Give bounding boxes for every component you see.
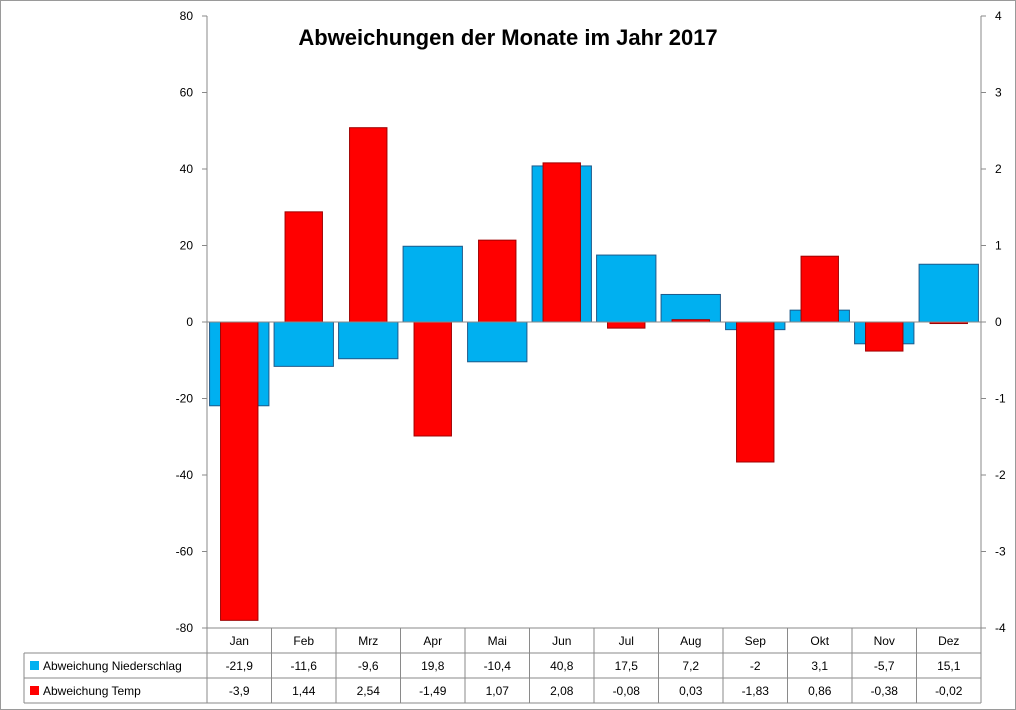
legend-label: Abweichung Temp (43, 684, 141, 698)
bar-temp (413, 321, 452, 437)
right-axis-tick-label: 1 (995, 239, 1002, 253)
data-label: -21,9 (226, 659, 254, 673)
legend-key (30, 661, 39, 670)
bar-niederschlag (273, 321, 334, 367)
bar-temp (607, 321, 646, 329)
bar-temp (542, 162, 581, 323)
legend-label: Abweichung Niederschlag (43, 659, 182, 673)
bar-niederschlag (467, 321, 528, 363)
category-label: Mai (488, 634, 507, 648)
right-axis-tick-label: 0 (995, 315, 1002, 329)
category-label: Feb (293, 634, 314, 648)
right-axis-tick-label: -2 (995, 468, 1006, 482)
left-axis-tick-label: 60 (180, 86, 194, 100)
left-axis: 80 60 40 20 0 -20 -40 -60 -80 (176, 9, 208, 635)
left-axis-tick-label: 80 (180, 9, 194, 23)
data-label: -3,9 (229, 684, 250, 698)
bar-niederschlag (918, 263, 979, 323)
right-axis-tick-label: -1 (995, 392, 1006, 406)
right-axis-tick-label: 4 (995, 9, 1002, 23)
data-label: -0,08 (613, 684, 641, 698)
bar-niederschlag (402, 245, 463, 323)
category-label: Nov (874, 634, 895, 648)
right-axis-tick-label: 2 (995, 162, 1002, 176)
data-label: 17,5 (615, 659, 639, 673)
data-label: 2,08 (550, 684, 574, 698)
bar-temp (865, 321, 904, 352)
right-axis-tick-label: 3 (995, 86, 1002, 100)
data-label: 1,07 (486, 684, 510, 698)
data-label: 15,1 (937, 659, 961, 673)
bar-temp (478, 239, 517, 323)
data-label: -2 (750, 659, 761, 673)
data-label: -10,4 (484, 659, 512, 673)
data-label: 0,03 (679, 684, 703, 698)
legend-key (30, 686, 39, 695)
data-label: -0,02 (935, 684, 963, 698)
category-label: Apr (423, 634, 442, 648)
category-label: Sep (745, 634, 767, 648)
data-label: -11,6 (291, 659, 318, 673)
data-label: 3,1 (811, 659, 828, 673)
bar-temp (736, 321, 775, 463)
data-label: 40,8 (550, 659, 574, 673)
bar-niederschlag (338, 321, 399, 360)
left-axis-tick-label: 0 (186, 315, 193, 329)
data-label: 0,86 (808, 684, 832, 698)
data-label: 2,54 (357, 684, 381, 698)
data-label: 19,8 (421, 659, 445, 673)
left-axis-tick-label: -40 (176, 468, 194, 482)
left-axis-tick-label: -20 (176, 392, 194, 406)
bar-temp (800, 255, 839, 323)
right-axis-tick-label: -4 (995, 621, 1006, 635)
data-label: 1,44 (292, 684, 316, 698)
data-label: -0,38 (871, 684, 899, 698)
category-label: Aug (680, 634, 701, 648)
bar-temp (349, 127, 388, 323)
category-label: Jan (230, 634, 249, 648)
category-label: Okt (810, 634, 829, 648)
data-label: 7,2 (682, 659, 699, 673)
bar-niederschlag (660, 293, 721, 323)
category-label: Jun (552, 634, 571, 648)
data-table: Jan Feb Mrz Apr Mai Jun Jul Aug Sep Okt Nov Dez Abwe… (23, 627, 982, 704)
data-label: -9,6 (358, 659, 379, 673)
left-axis-tick-label: -80 (176, 621, 194, 635)
right-axis-tick-label: -3 (995, 545, 1006, 559)
data-label: -1,83 (742, 684, 770, 698)
left-axis-tick-label: 40 (180, 162, 194, 176)
chart-title: Abweichungen der Monate im Jahr 2017 (298, 25, 717, 50)
bar-temp (284, 211, 323, 323)
bar-niederschlag (596, 254, 657, 323)
left-axis-tick-label: -60 (176, 545, 194, 559)
data-label: -5,7 (874, 659, 895, 673)
bar-temp (220, 321, 259, 621)
data-label: -1,49 (419, 684, 447, 698)
category-label: Mrz (358, 634, 378, 648)
category-label: Dez (938, 634, 959, 648)
category-label: Jul (619, 634, 634, 648)
left-axis-tick-label: 20 (180, 239, 194, 253)
